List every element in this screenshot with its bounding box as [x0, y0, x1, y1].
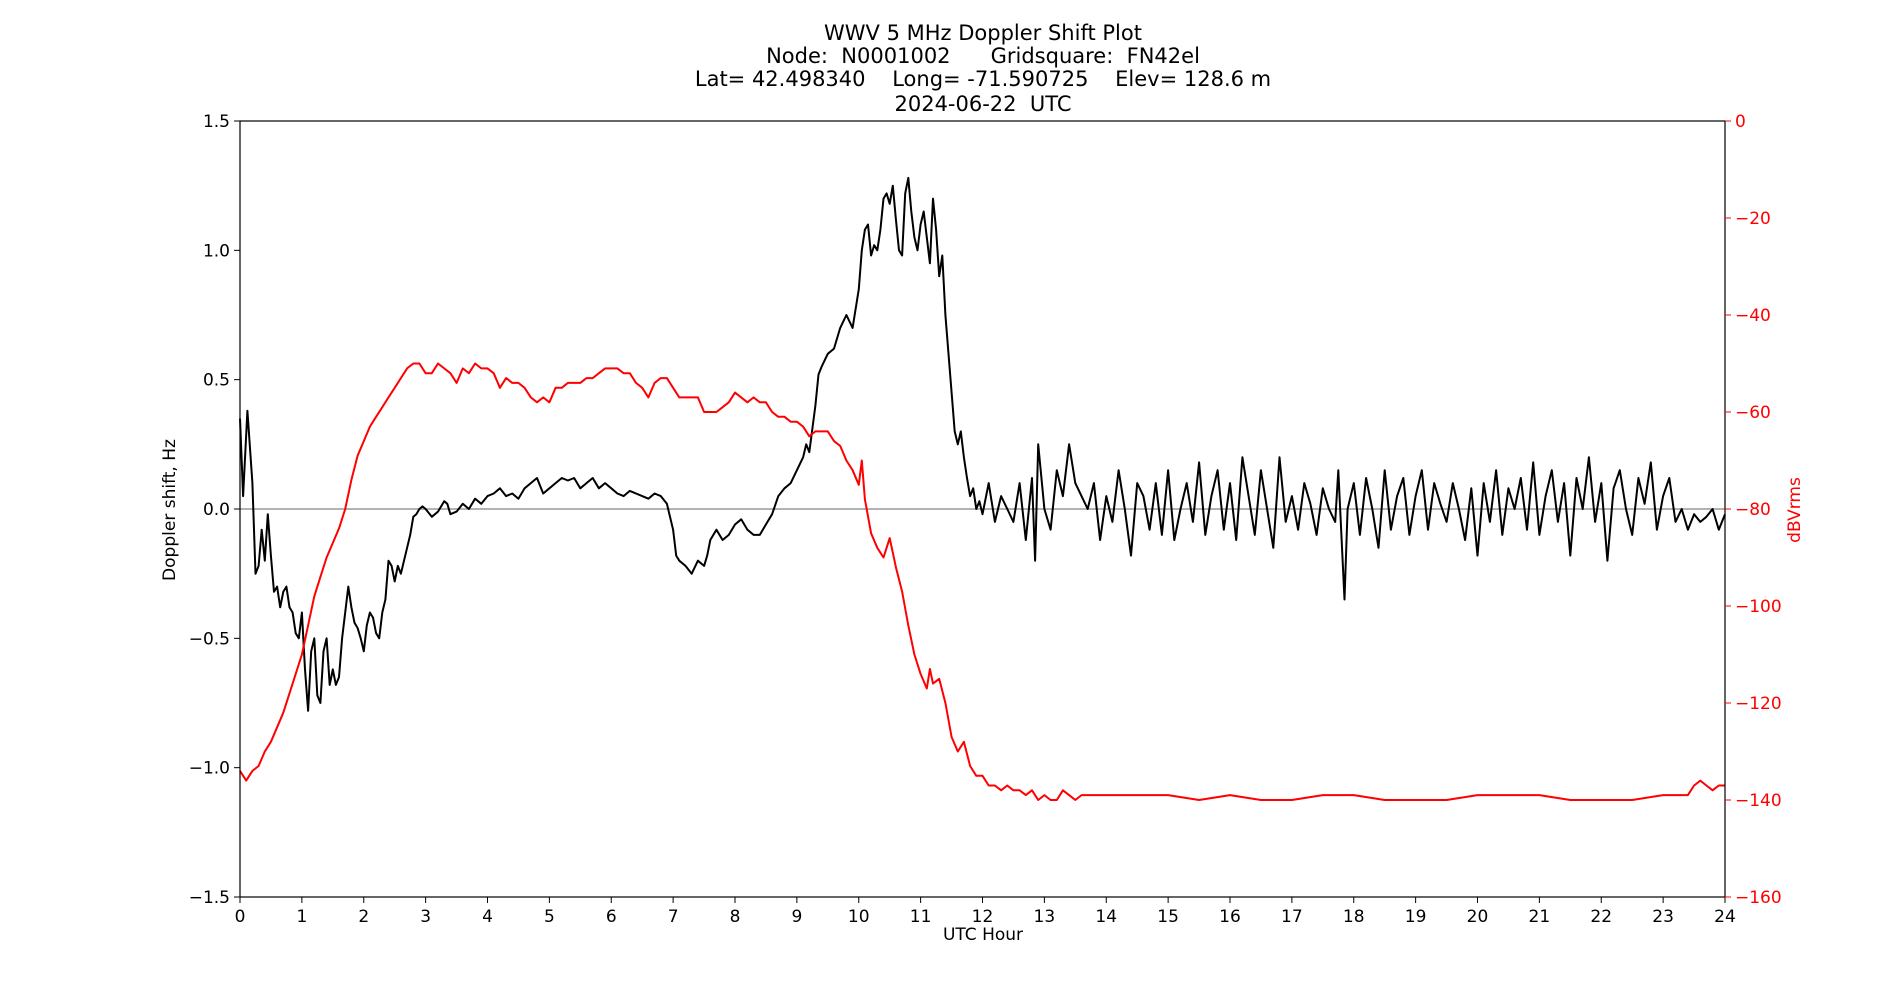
title-line-3: Lat= 42.498340 Long= -71.590725 Elev= 12…: [695, 67, 1271, 91]
x-tick-labels: 0 1 2 3 4 5 6 7 8 9 10 11 12 13 14 15 16 17 18 19 20 21 22 23 24: [235, 897, 1736, 927]
x-tick-label: 5: [544, 907, 555, 927]
doppler-series-line: [239, 176, 1726, 712]
power-series-line: [239, 362, 1725, 801]
left-y-axis-label: Doppler shift, Hz: [160, 439, 180, 581]
right-y-tick-label: −20: [1735, 209, 1771, 229]
right-y-tick-labels: 0 −20 −40 −60 −80 −100 −120 −140 −160: [1725, 112, 1782, 908]
x-tick-label: 8: [730, 907, 741, 927]
x-tick-label: 13: [1034, 907, 1056, 927]
x-tick-label: 18: [1343, 907, 1365, 927]
x-tick-label: 4: [482, 907, 493, 927]
left-y-tick-label: 1.5: [203, 112, 230, 132]
right-y-tick-label: −160: [1735, 888, 1782, 908]
right-y-tick-label: −100: [1735, 597, 1782, 617]
x-tick-label: 14: [1095, 907, 1117, 927]
x-tick-label: 22: [1590, 907, 1612, 927]
x-tick-label: 1: [296, 907, 307, 927]
title-line-1: WWV 5 MHz Doppler Shift Plot: [824, 21, 1142, 45]
x-tick-label: 19: [1405, 907, 1427, 927]
x-tick-label: 10: [848, 907, 870, 927]
chart-title: WWV 5 MHz Doppler Shift Plot Node: N0001…: [695, 21, 1271, 116]
left-y-tick-label: −1.0: [189, 759, 230, 779]
x-tick-label: 23: [1652, 907, 1674, 927]
x-axis-label: UTC Hour: [943, 925, 1023, 945]
x-tick-label: 6: [606, 907, 617, 927]
left-y-tick-label: 0.0: [203, 500, 230, 520]
right-y-tick-label: −80: [1735, 500, 1771, 520]
right-y-tick-label: −40: [1735, 306, 1771, 326]
series-lines: [239, 176, 1726, 801]
x-tick-label: 2: [358, 907, 369, 927]
x-tick-label: 12: [972, 907, 994, 927]
right-y-tick-label: −60: [1735, 403, 1771, 423]
x-tick-label: 15: [1157, 907, 1179, 927]
title-line-2: Node: N0001002 Gridsquare: FN42el: [766, 44, 1200, 68]
left-y-tick-label: −1.5: [189, 888, 230, 908]
x-tick-label: 3: [420, 907, 431, 927]
x-tick-label: 0: [235, 907, 246, 927]
left-y-tick-label: 0.5: [203, 371, 230, 391]
x-tick-label: 17: [1281, 907, 1303, 927]
right-y-tick-label: −120: [1735, 694, 1782, 714]
left-y-tick-label: −0.5: [189, 629, 230, 649]
x-tick-label: 9: [791, 907, 802, 927]
x-tick-label: 11: [910, 907, 932, 927]
x-tick-label: 24: [1714, 907, 1736, 927]
right-y-axis-label: dBVrms: [1785, 477, 1805, 543]
x-tick-label: 20: [1467, 907, 1489, 927]
left-y-tick-labels: 1.5 1.0 0.5 0.0 −0.5 −1.0 −1.5: [189, 112, 240, 908]
x-tick-label: 7: [668, 907, 679, 927]
right-y-tick-label: 0: [1735, 112, 1746, 132]
title-line-4: 2024-06-22 UTC: [894, 92, 1071, 116]
left-y-tick-label: 1.0: [203, 241, 230, 261]
right-y-tick-label: −140: [1735, 791, 1782, 811]
x-tick-label: 16: [1219, 907, 1241, 927]
x-tick-label: 21: [1529, 907, 1551, 927]
